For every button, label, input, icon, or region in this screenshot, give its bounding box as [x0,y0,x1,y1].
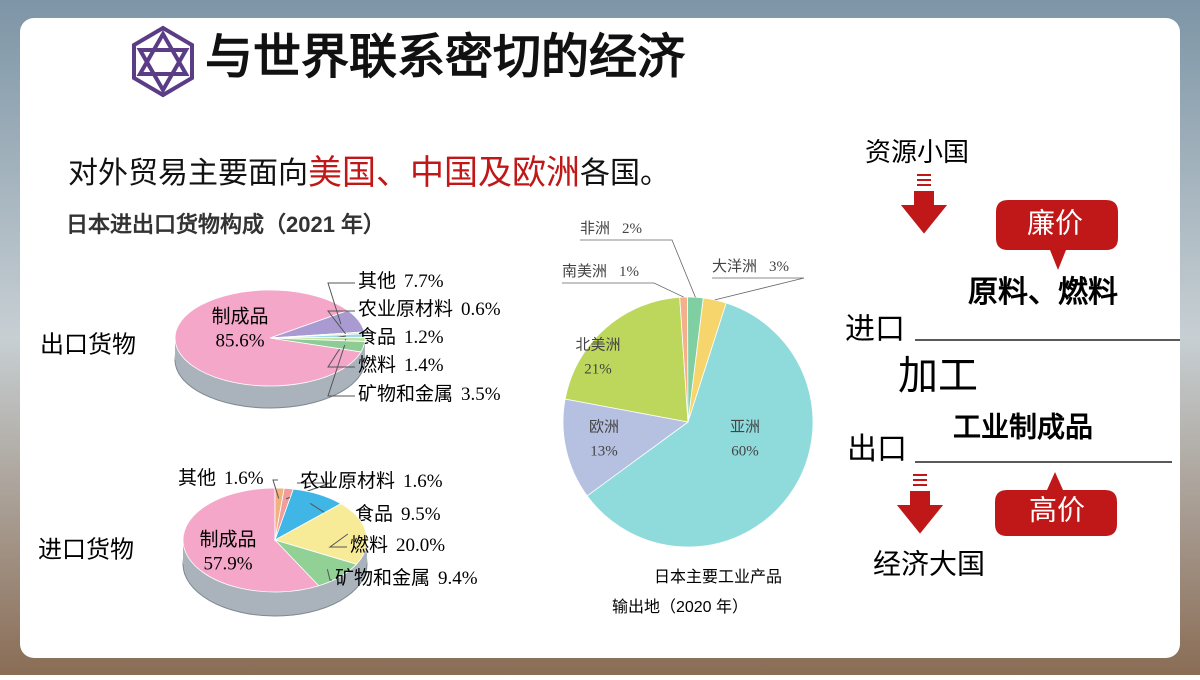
value-label: 60% [731,443,759,459]
legend-label: 食品 1.2% [358,326,444,348]
legend-label: 农业原材料 0.6% [358,298,501,320]
pie-chart: 制成品 85.6% 其他 7.7% 农业原材料 0.6% 食品 1.2% 燃料 1.4% 矿物和金属… [40,270,501,409]
value-label: 1.4% [404,355,444,376]
value-label: 57.9% [203,553,252,574]
pie-slice [174,289,362,387]
category-label: 南美洲 [562,263,607,280]
slide-title: 与世界联系密切的经济 [205,31,686,84]
category-label: 食品 [355,503,393,525]
value-label: 21% [584,361,612,377]
category-label: 农业原材料 [358,298,453,320]
value-label: 20.0% [396,535,445,556]
value-label: 13% [590,443,618,459]
category-label: 燃料 [358,354,396,376]
pie-chart: 制成品 57.9% 其他 1.6% 农业原材料 1.6% 食品 9.5% 燃料 20.0% 矿物和金… [38,467,478,617]
slice-label: 制成品 [211,305,268,327]
legend-label: 矿物和金属 9.4% [335,567,478,589]
value-label: 7.7% [404,271,444,292]
chart-title: 出口货物 [40,332,136,359]
leader-line [326,569,332,581]
leader-line [712,277,805,301]
hexagram-icon [132,25,194,98]
legend-label: 非洲 2% [580,220,642,237]
value-label: 3.5% [461,384,501,405]
import-goods: 原料、燃料 [968,276,1118,309]
slice-label: 欧洲 [589,418,619,435]
pie-slice [273,503,368,565]
chart-caption: 日本进出口货物构成（2021 年） [66,212,385,237]
category-label: 矿物和金属 [335,567,430,589]
export-goods: 工业制成品 [953,411,1093,443]
leader-line [327,282,355,325]
value-label: 2% [622,221,642,237]
category-label: 农业原材料 [300,470,395,492]
value-label: 85.6% [215,330,264,351]
value-label: 1.2% [404,327,444,348]
legend-label: 食品 9.5% [355,503,441,525]
category-label: 非洲 [580,220,610,237]
legend-label: 燃料 1.4% [358,354,444,376]
chart-title: 进口货物 [38,537,134,564]
value-label: 1.6% [224,468,264,489]
arrow [896,474,944,534]
category-label: 其他 [358,270,396,292]
callout-text: 高价 [1029,494,1085,525]
pie-slice [273,539,358,587]
value-label: 1% [619,264,639,280]
chart-title: 日本主要工业产品 [654,568,782,586]
import-label: 进口 [845,313,905,346]
leader-line [328,533,349,548]
legend-label: 其他 1.6% [178,467,264,489]
flow: 资源小国 廉价 原料、燃料 进口 加工 工业制成品 出口 高价 经济大国 [845,138,1180,580]
slice-label: 制成品 [199,528,256,550]
sentence: 对外贸易主要面向美国、中国及欧洲各国。 [68,154,670,192]
callout [995,472,1117,536]
chart-title: 输出地（2020 年） [612,598,748,616]
pie-slice [562,398,689,497]
legend-label: 其他 7.7% [358,270,444,292]
pie-slice [687,296,704,423]
legend-label: 燃料 20.0% [350,534,445,556]
flow-bottom: 经济大国 [873,548,985,580]
arrow [900,174,948,234]
legend-label: 矿物和金属 3.5% [358,383,501,405]
category-label: 大洋洲 [712,258,757,275]
pie-slice [182,487,320,593]
export-label: 出口 [847,433,907,466]
value-label: 0.6% [461,299,501,320]
legend-label: 大洋洲 3% [712,258,789,275]
leader-line [562,282,684,298]
value-label: 9.4% [438,568,478,589]
flow-top: 资源小国 [865,138,969,167]
callout [996,200,1118,270]
category-label: 其他 [178,467,216,489]
process: 加工 [898,353,978,398]
legend-label: 农业原材料 1.6% [300,470,443,492]
category-label: 食品 [358,326,396,348]
pie-chart: 大洋洲 3% 亚洲 60% 欧洲 13% 北美洲 21% 南美洲 1% 非洲 2% 日本主要工业产品输出… [562,220,814,616]
value-label: 9.5% [401,504,441,525]
legend-label: 南美洲 1% [562,263,639,280]
pie-slice [564,296,689,423]
category-label: 矿物和金属 [358,383,453,405]
leader-line [580,239,696,298]
pie-slice [586,302,814,548]
leader-line [326,310,355,335]
slice-label: 亚洲 [730,419,760,435]
pie-slice [269,337,366,353]
leader-line [272,479,280,499]
leader-line [327,344,355,397]
category-label: 燃料 [350,534,388,556]
callout-text: 廉价 [1027,207,1083,238]
value-label: 3% [769,259,789,275]
slice-label: 北美洲 [575,336,620,353]
value-label: 1.6% [403,471,443,492]
